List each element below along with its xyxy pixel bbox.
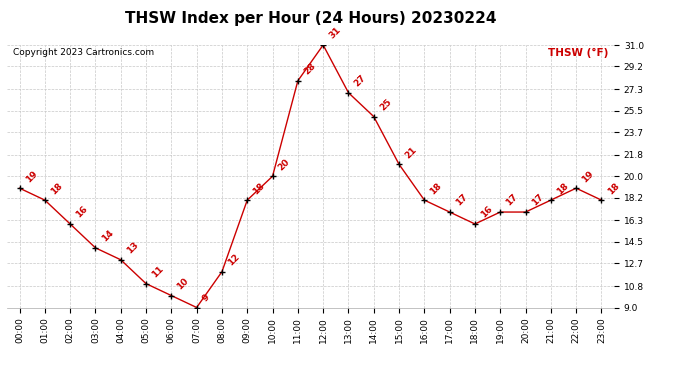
Text: THSW (°F): THSW (°F) [548,48,608,58]
Text: 10: 10 [175,276,190,291]
Text: THSW Index per Hour (24 Hours) 20230224: THSW Index per Hour (24 Hours) 20230224 [125,11,496,26]
Text: 28: 28 [302,62,317,76]
Text: 18: 18 [555,181,570,196]
Text: 16: 16 [75,205,90,220]
Text: 14: 14 [99,228,115,244]
Text: 19: 19 [580,169,595,184]
Text: 20: 20 [277,157,292,172]
Text: 21: 21 [403,145,418,160]
Text: 18: 18 [606,181,621,196]
Text: 16: 16 [479,205,494,220]
Text: 17: 17 [504,193,520,208]
Text: 19: 19 [23,169,39,184]
Text: 17: 17 [454,193,469,208]
Text: Copyright 2023 Cartronics.com: Copyright 2023 Cartronics.com [13,48,154,57]
Text: 31: 31 [327,26,342,41]
Text: 27: 27 [353,73,368,88]
Text: 13: 13 [125,240,140,256]
Text: 18: 18 [49,181,64,196]
Text: 17: 17 [530,193,545,208]
Text: 9: 9 [201,292,212,303]
Text: 11: 11 [150,264,166,279]
Text: 18: 18 [251,181,266,196]
Text: 25: 25 [378,97,393,112]
Text: 12: 12 [226,252,242,267]
Text: 18: 18 [428,181,444,196]
